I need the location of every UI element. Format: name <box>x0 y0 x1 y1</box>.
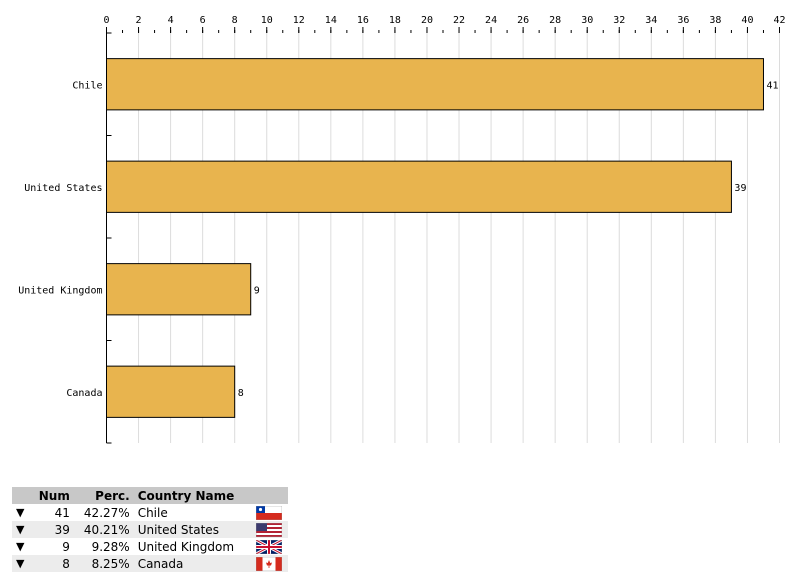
bar <box>106 58 764 111</box>
row-num: 8 <box>30 555 74 572</box>
x-tick-label: 6 <box>200 15 206 26</box>
data-label: 41 <box>766 80 778 91</box>
x-tick-label: 32 <box>613 15 625 26</box>
x-tick-label: 20 <box>421 15 433 26</box>
x-tick-label: 16 <box>357 15 369 26</box>
table-row: ▼ 39 40.21% United States <box>12 521 288 538</box>
row-country-name: Chile <box>133 504 251 521</box>
flag-cell <box>250 504 288 521</box>
x-tick-label: 10 <box>261 15 273 26</box>
x-tick-label: 4 <box>168 15 174 26</box>
flag-cell <box>250 555 288 572</box>
canada-flag-icon <box>256 556 283 571</box>
data-label: 39 <box>734 183 746 194</box>
expand-arrow-icon[interactable]: ▼ <box>12 504 31 521</box>
chile-flag-icon <box>256 505 283 520</box>
category-label: United States <box>24 183 102 194</box>
row-perc: 9.28% <box>73 538 134 555</box>
x-tick-label: 0 <box>103 15 109 26</box>
bars <box>106 58 764 418</box>
labels: 0 2 4 6 8 10 12 14 16 18 20 22 24 26 28 30 32 34 36 38 40 42C… <box>18 15 785 399</box>
uk-flag-icon <box>256 539 283 554</box>
x-tick-label: 34 <box>645 15 657 26</box>
bar <box>106 263 252 316</box>
data-label: 8 <box>238 388 244 399</box>
row-num: 41 <box>30 504 74 521</box>
bar <box>106 365 236 418</box>
num-column-header[interactable]: Num <box>30 487 74 504</box>
x-tick-label: 14 <box>325 15 337 26</box>
stats-table: Num Perc. Country Name ▼ 41 42.27% Chile <box>12 487 288 572</box>
x-tick-label: 8 <box>232 15 238 26</box>
x-tick-label: 18 <box>389 15 401 26</box>
x-tick-label: 22 <box>453 15 465 26</box>
category-label: Chile <box>72 80 102 91</box>
us-flag-icon <box>256 522 283 537</box>
expand-arrow-icon[interactable]: ▼ <box>12 538 31 555</box>
expand-arrow-icon[interactable]: ▼ <box>12 521 31 538</box>
expand-arrow-icon[interactable]: ▼ <box>12 555 31 572</box>
x-tick-label: 36 <box>677 15 689 26</box>
row-num: 9 <box>30 538 74 555</box>
x-tick-label: 24 <box>485 15 497 26</box>
country-name-column-header[interactable]: Country Name <box>133 487 251 504</box>
row-country-name: United Kingdom <box>133 538 251 555</box>
x-tick-label: 12 <box>293 15 305 26</box>
row-country-name: United States <box>133 521 251 538</box>
table-row: ▼ 9 9.28% United Kingdom <box>12 538 288 555</box>
category-label: United Kingdom <box>18 285 102 296</box>
row-perc: 40.21% <box>73 521 134 538</box>
x-tick-label: 38 <box>709 15 721 26</box>
table-row: ▼ 41 42.27% Chile <box>12 504 288 521</box>
category-label: Canada <box>66 388 102 399</box>
x-tick-label: 30 <box>581 15 593 26</box>
row-perc: 42.27% <box>73 504 134 521</box>
table-row: ▼ 8 8.25% Canada <box>12 555 288 572</box>
x-tick-label: 28 <box>549 15 561 26</box>
row-num: 39 <box>30 521 74 538</box>
arrow-column-header <box>12 487 31 504</box>
table-header-row: Num Perc. Country Name <box>12 487 288 504</box>
x-tick-label: 40 <box>741 15 753 26</box>
x-tick-label: 42 <box>773 15 785 26</box>
x-tick-label: 2 <box>136 15 142 26</box>
flag-cell <box>250 521 288 538</box>
flag-column-header <box>250 487 288 504</box>
data-label: 9 <box>254 285 260 296</box>
x-tick-label: 26 <box>517 15 529 26</box>
perc-column-header[interactable]: Perc. <box>73 487 134 504</box>
row-country-name: Canada <box>133 555 251 572</box>
bar <box>106 160 732 213</box>
bar-chart: 0 2 4 6 8 10 12 14 16 18 20 22 24 26 28 30 32 34 36 38 40 42C… <box>18 15 786 444</box>
row-perc: 8.25% <box>73 555 134 572</box>
flag-cell <box>250 538 288 555</box>
